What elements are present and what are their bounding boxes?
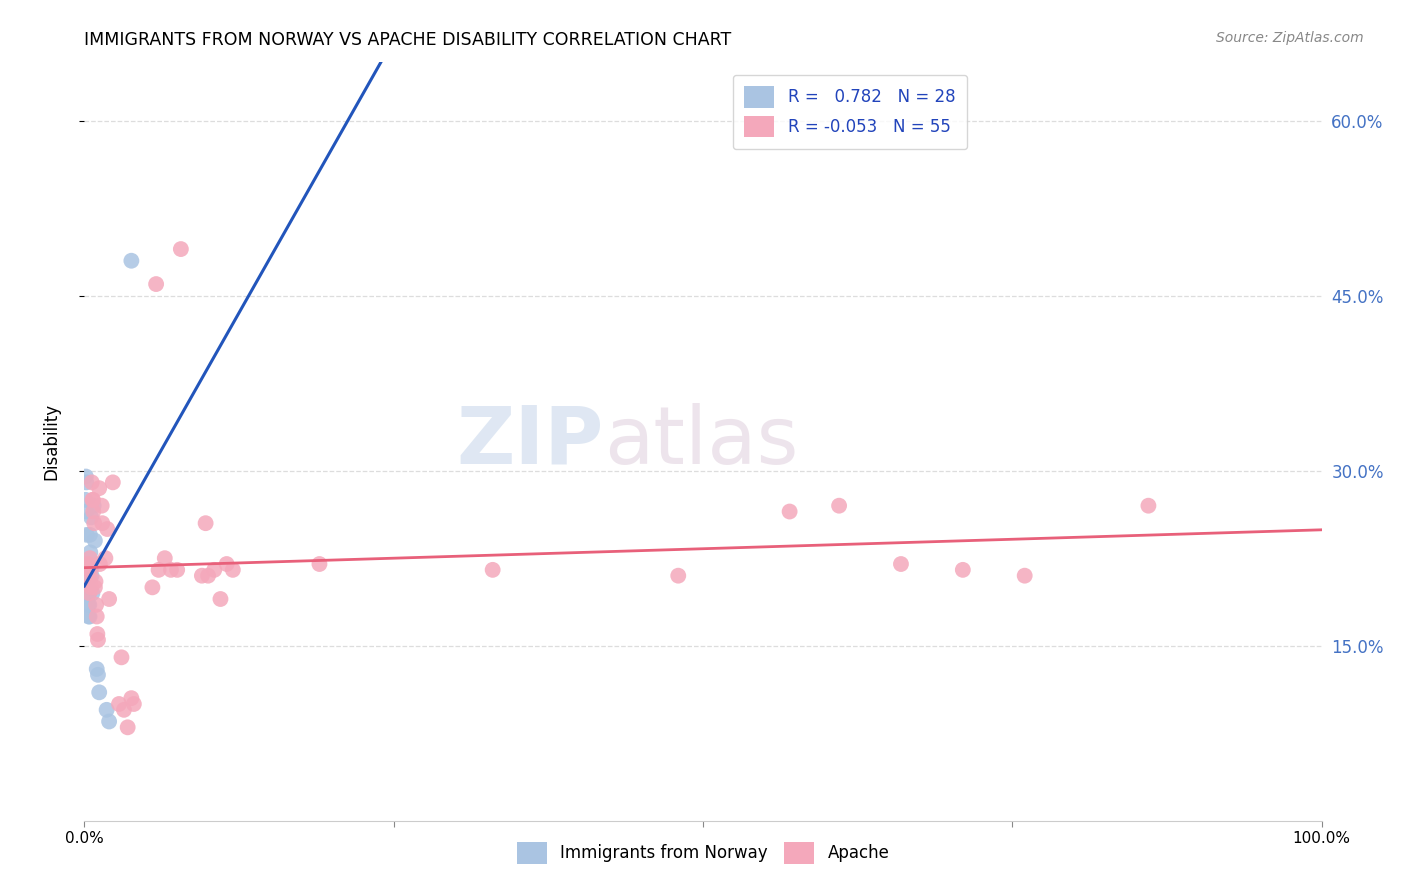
Point [120,691,142,706]
Point [141,580,163,594]
Point [75,492,97,507]
Point [77,609,100,624]
Point [76,504,98,518]
Point [122,697,145,711]
Point [98,592,121,607]
Text: Source: ZipAtlas.com: Source: ZipAtlas.com [1216,31,1364,45]
Point [94,551,117,566]
Point [79,563,101,577]
Point [197,568,219,582]
Point [890,557,912,571]
Point [83,580,105,594]
Text: IMMIGRANTS FROM NORWAY VS APACHE DISABILITY CORRELATION CHART: IMMIGRANTS FROM NORWAY VS APACHE DISABIL… [84,31,731,49]
Point [145,277,167,291]
Point [80,580,103,594]
Point [80,510,103,524]
Point [153,551,176,566]
Text: atlas: atlas [605,402,799,481]
Legend: Immigrants from Norway, Apache: Immigrants from Norway, Apache [510,836,896,871]
Point [77,586,100,600]
Point [222,563,245,577]
Point [83,499,105,513]
Point [77,563,100,577]
Point [209,592,232,607]
Point [170,242,193,256]
Point [86,627,108,641]
Point [83,516,105,531]
Point [84,574,107,589]
Point [82,492,104,507]
Point [87,632,110,647]
Point [77,557,100,571]
Text: ZIP: ZIP [457,402,605,481]
Point [828,499,851,513]
Point [87,668,110,682]
Point [91,516,114,531]
Point [77,586,100,600]
Point [112,703,135,717]
Point [76,557,98,571]
Point [79,586,101,600]
Point [80,568,103,582]
Point [1014,568,1036,582]
Point [75,475,97,490]
Point [79,609,101,624]
Point [82,504,104,518]
Point [82,492,104,507]
Point [160,563,183,577]
Point [952,563,974,577]
Point [148,563,170,577]
Point [84,598,107,612]
Point [202,563,225,577]
Point [666,568,689,582]
Point [83,533,105,548]
Point [77,598,100,612]
Point [101,475,124,490]
Point [98,714,121,729]
Point [166,563,188,577]
Point [76,528,98,542]
Point [82,586,104,600]
Point [308,557,330,571]
Point [117,720,139,734]
Point [108,697,131,711]
Point [89,557,111,571]
Point [779,504,801,518]
Point [76,580,98,594]
Point [86,609,108,624]
Point [76,574,98,589]
Point [481,563,503,577]
Point [194,516,217,531]
Point [79,551,101,566]
Point [79,574,101,589]
Legend: R =   0.782   N = 28, R = -0.053   N = 55: R = 0.782 N = 28, R = -0.053 N = 55 [733,75,967,149]
Point [86,662,108,676]
Point [89,481,111,495]
Point [96,522,118,536]
Point [215,557,238,571]
Point [80,475,103,490]
Point [75,469,97,483]
Point [1137,499,1160,513]
Point [191,568,214,582]
Point [89,685,111,699]
Point [96,703,118,717]
Y-axis label: Disability: Disability [42,403,60,480]
Point [90,499,112,513]
Point [110,650,132,665]
Point [79,528,101,542]
Point [79,545,101,559]
Point [120,253,142,268]
Point [79,598,101,612]
Point [80,563,103,577]
